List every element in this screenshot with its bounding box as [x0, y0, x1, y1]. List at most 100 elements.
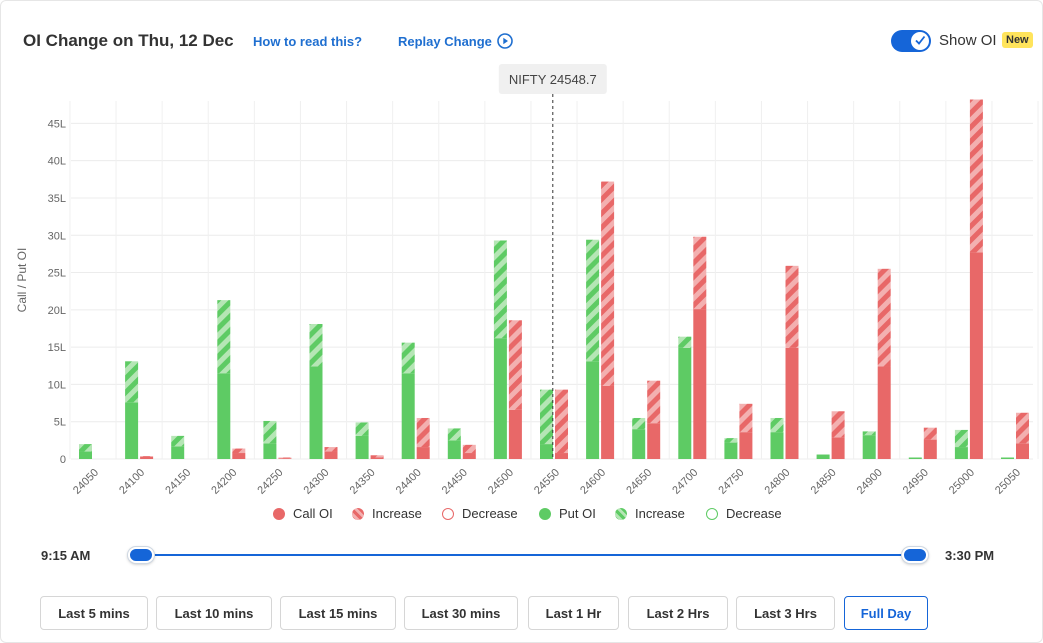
- check-icon: [915, 35, 926, 45]
- call-increase-bar: [601, 181, 615, 386]
- call-increase-bar: [324, 447, 338, 452]
- legend-swatch-call-solid: [273, 507, 285, 520]
- put-increase-bar: [79, 444, 92, 452]
- legend-swatch-put-outline: [706, 507, 718, 520]
- call-increase-bar: [140, 456, 154, 457]
- show-oi-toggle[interactable]: [891, 30, 931, 52]
- call-increase-bar: [555, 389, 568, 454]
- call-oi-bar: [555, 453, 568, 459]
- put-increase-bar: [217, 300, 231, 374]
- call-increase-bar: [462, 444, 476, 454]
- y-tick-label: 40L: [48, 156, 66, 168]
- put-increase-bar: [678, 336, 692, 348]
- put-oi-bar: [309, 366, 323, 459]
- play-circle-icon[interactable]: [497, 33, 513, 49]
- put-oi-bar: [908, 457, 922, 459]
- y-tick-label: 35L: [48, 193, 66, 205]
- put-oi-bar: [632, 429, 646, 459]
- call-increase-bar: [693, 236, 707, 310]
- call-increase-bar: [831, 411, 845, 438]
- legend-item-call-outline[interactable]: Decrease: [442, 506, 518, 521]
- x-tick-label: 24950: [901, 467, 931, 497]
- spot-price-label: NIFTY 24548.7: [509, 72, 597, 87]
- x-tick-label: 24750: [716, 467, 746, 497]
- put-oi-bar: [125, 402, 139, 459]
- call-increase-bar: [785, 265, 799, 348]
- call-increase-bar: [416, 417, 430, 448]
- call-oi-bar: [969, 252, 983, 459]
- call-oi-bar: [416, 447, 430, 459]
- put-increase-bar: [724, 438, 738, 443]
- legend-label: Increase: [635, 506, 685, 521]
- put-increase-bar: [309, 324, 323, 367]
- y-tick-label: 10L: [48, 379, 66, 391]
- timeline-slider-track[interactable]: [141, 554, 915, 556]
- put-increase-bar: [401, 342, 415, 374]
- put-oi-bar: [770, 432, 784, 459]
- range-button-last-15-mins[interactable]: Last 15 mins: [280, 596, 396, 630]
- legend-item-call-solid[interactable]: Call OI: [273, 506, 333, 521]
- how-to-read-link[interactable]: How to read this?: [253, 34, 363, 49]
- x-tick-label: 24700: [670, 467, 700, 497]
- spot-price-box: [498, 64, 607, 94]
- put-increase-bar: [263, 420, 277, 444]
- legend-item-put-hatch[interactable]: Increase: [615, 506, 685, 521]
- y-tick-label: 5L: [54, 417, 66, 429]
- call-oi-bar: [462, 453, 476, 459]
- call-oi-bar: [601, 385, 615, 459]
- put-oi-bar: [171, 446, 185, 459]
- x-tick-label: 24650: [624, 467, 654, 497]
- legend-label: Decrease: [726, 506, 782, 521]
- put-oi-bar: [816, 454, 830, 459]
- x-tick-label: 24350: [348, 467, 378, 497]
- legend-item-put-solid[interactable]: Put OI: [539, 506, 596, 521]
- legend-item-call-hatch[interactable]: Increase: [352, 506, 422, 521]
- put-oi-bar: [263, 443, 277, 459]
- chart-grid: [69, 101, 1039, 460]
- x-tick-label: 24850: [809, 467, 839, 497]
- call-oi-bar: [647, 423, 661, 459]
- x-tick-label: 24200: [209, 467, 239, 497]
- call-oi-bar: [370, 457, 384, 459]
- range-button-full-day[interactable]: Full Day: [844, 596, 928, 630]
- x-tick-label: 24150: [163, 467, 193, 497]
- legend-item-put-outline[interactable]: Decrease: [706, 506, 782, 521]
- put-increase-bar: [862, 431, 876, 436]
- put-increase-bar: [447, 428, 461, 441]
- oi-bar-chart: 0 5L 10L 15L 20L 25L 30L 35L 40L 45L Call / Put OI…: [15, 64, 1039, 497]
- chart-legend: Call OI Increase Decrease Put OI Increase Dec…: [1, 506, 1043, 526]
- x-tick-label: 24800: [763, 467, 793, 497]
- legend-swatch-call-outline: [442, 507, 454, 520]
- y-tick-label: 30L: [48, 230, 66, 242]
- call-increase-bar: [278, 457, 292, 459]
- put-oi-bar: [540, 444, 553, 459]
- range-button-last-3-hrs[interactable]: Last 3 Hrs: [736, 596, 835, 630]
- range-button-last-10-mins[interactable]: Last 10 mins: [156, 596, 272, 630]
- legend-swatch-put-hatch: [615, 507, 627, 520]
- timeline-start-handle[interactable]: [128, 547, 154, 563]
- x-tick-label: 24300: [302, 467, 332, 497]
- call-increase-bar: [647, 380, 661, 424]
- call-increase-bar: [739, 403, 753, 433]
- range-button-last-1-hr[interactable]: Last 1 Hr: [528, 596, 619, 630]
- x-tick-label: 24050: [71, 467, 101, 497]
- put-increase-bar: [493, 240, 507, 339]
- range-button-last-5-mins[interactable]: Last 5 mins: [40, 596, 148, 630]
- new-badge: New: [1002, 32, 1033, 48]
- y-axis-label: Call / Put OI: [15, 248, 29, 313]
- put-increase-bar: [586, 239, 600, 362]
- timeline-end-handle[interactable]: [902, 547, 928, 563]
- put-oi-bar: [862, 435, 876, 459]
- put-increase-bar: [171, 435, 185, 447]
- call-oi-bar: [877, 366, 891, 459]
- put-oi-bar: [447, 440, 461, 459]
- range-button-last-30-mins[interactable]: Last 30 mins: [404, 596, 518, 630]
- timeline-end-label: 3:30 PM: [945, 548, 995, 563]
- x-tick-label: 24400: [394, 467, 424, 497]
- range-button-last-2-hrs[interactable]: Last 2 Hrs: [628, 596, 728, 630]
- replay-change-link[interactable]: Replay Change: [398, 34, 492, 49]
- legend-label: Put OI: [559, 506, 596, 521]
- y-tick-label: 45L: [48, 118, 66, 130]
- y-tick-label: 0: [60, 454, 66, 466]
- call-increase-bar: [877, 268, 891, 367]
